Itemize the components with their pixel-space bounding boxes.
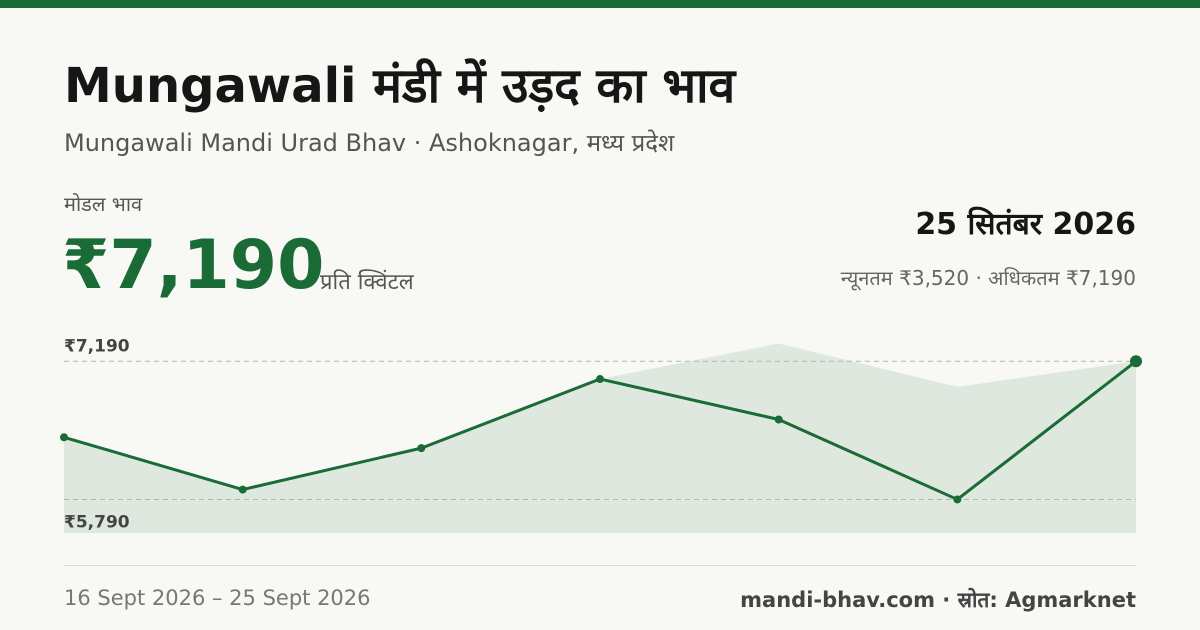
y-tick-label: ₹7,190 <box>64 336 130 356</box>
price: ₹7,190 <box>62 226 325 305</box>
divider <box>64 565 1136 566</box>
title: Mungawali मंडी में उड़द का भाव <box>64 58 736 114</box>
subtitle: Mungawali Mandi Urad Bhav · Ashoknagar, … <box>64 129 675 157</box>
price-unit: प्रति क्विंटल <box>320 270 414 295</box>
point <box>60 433 68 442</box>
price-label: मोडल भाव <box>64 192 143 216</box>
top-bar <box>0 0 1200 8</box>
y-tick-label: ₹5,790 <box>64 512 130 532</box>
point <box>953 495 962 504</box>
date: 25 सितंबर 2026 <box>915 207 1136 242</box>
point <box>1130 355 1142 368</box>
point <box>417 444 426 453</box>
price-range: न्यूनतम ₹3,520 · अधिकतम ₹7,190 <box>840 266 1136 290</box>
source: mandi-bhav.com · स्रोत: Agmarknet <box>740 588 1136 612</box>
area <box>64 343 1136 533</box>
date-range: 16 Sept 2026 – 25 Sept 2026 <box>64 586 371 610</box>
point <box>774 415 783 424</box>
point <box>596 375 604 384</box>
point <box>238 485 247 494</box>
